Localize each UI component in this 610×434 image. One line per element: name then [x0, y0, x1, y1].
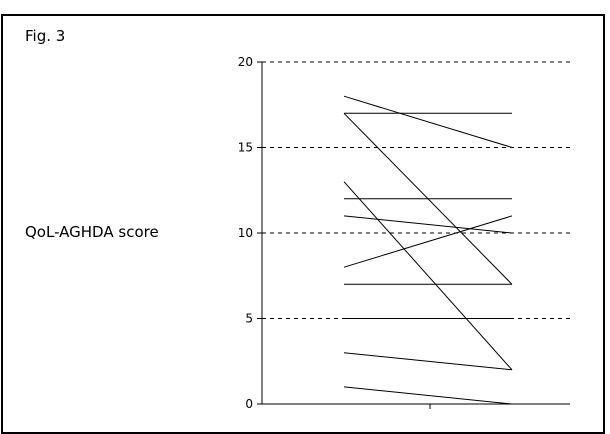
y-tick-label: 5 — [245, 312, 253, 326]
series-line-7 — [343, 215, 513, 268]
y-tick-label: 15 — [238, 141, 253, 155]
series-line-10 — [343, 352, 513, 371]
data-series — [343, 95, 513, 405]
y-tick-label: 0 — [245, 397, 253, 411]
axes: 0 5 10 15 20 — [238, 55, 570, 411]
series-line-1 — [343, 95, 513, 148]
y-axis-title: QoL-AGHDA score — [25, 223, 159, 241]
series-line-6 — [343, 215, 513, 234]
series-line-11 — [343, 386, 513, 405]
y-tick-label: 10 — [238, 226, 253, 240]
figure-label: Fig. 3 — [25, 27, 66, 45]
grid-lines — [262, 61, 570, 319]
y-tick-label: 20 — [238, 55, 253, 69]
series-line-4 — [343, 181, 513, 371]
